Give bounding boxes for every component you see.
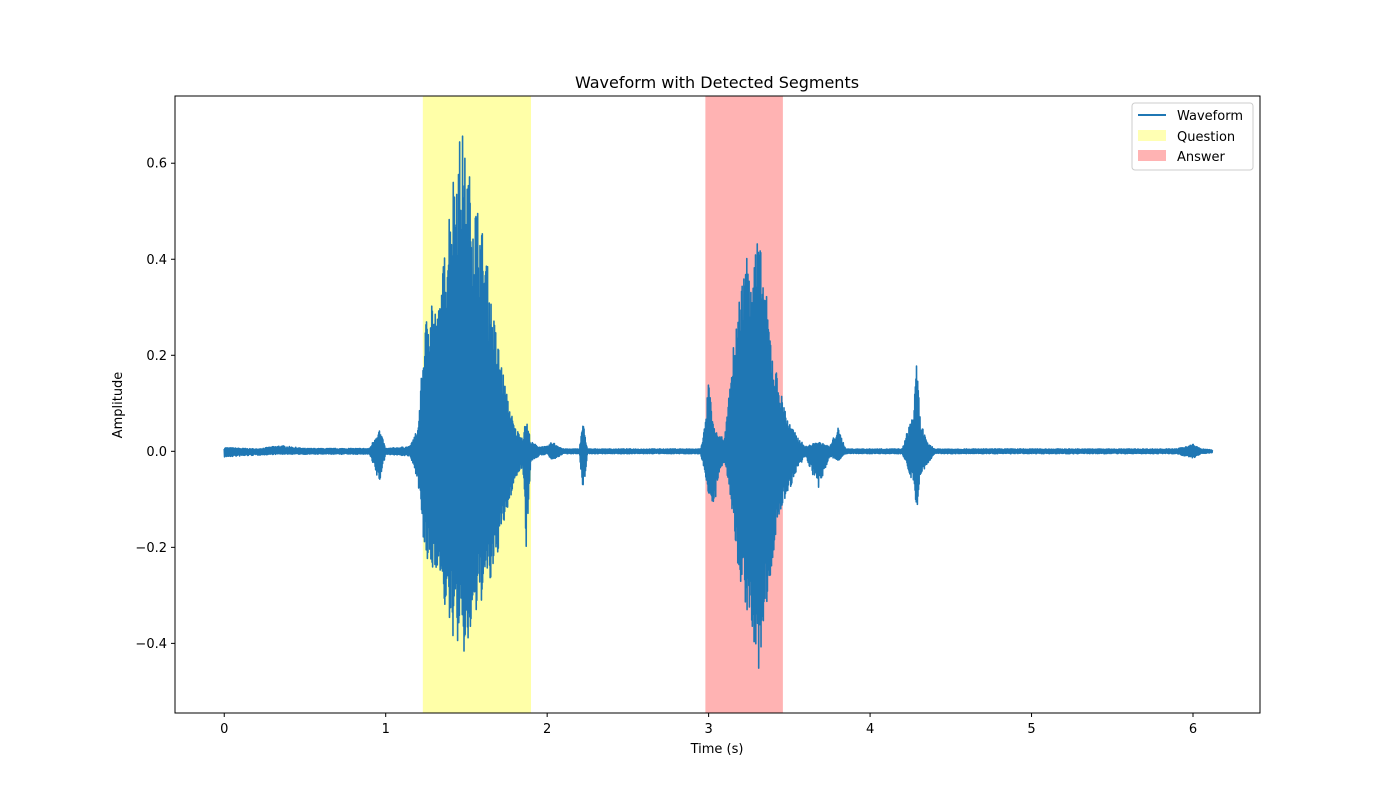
legend-question-label: Question: [1177, 130, 1235, 145]
plot-area: [174, 95, 1261, 714]
legend-answer-label: Answer: [1177, 150, 1226, 165]
y-tick-label: 0.0: [146, 445, 167, 460]
x-tick-label: 6: [1189, 722, 1197, 737]
y-tick-label: 0.6: [146, 157, 167, 172]
legend-waveform-label: Waveform: [1177, 109, 1243, 124]
x-axis-ticks: 0 1 2 3 4 5 6: [220, 713, 1197, 737]
x-axis-label: Time (s): [690, 742, 744, 757]
y-axis-ticks: −0.4 −0.2 0.0 0.2 0.4 0.6: [135, 157, 175, 652]
x-tick-label: 3: [704, 722, 712, 737]
chart-title: Waveform with Detected Segments: [575, 73, 859, 92]
waveform-line: [223, 135, 1214, 669]
x-tick-label: 4: [866, 722, 874, 737]
legend: Waveform Question Answer: [1131, 102, 1254, 171]
x-tick-label: 5: [1027, 722, 1035, 737]
x-tick-label: 0: [220, 722, 228, 737]
plot-frame: [174, 95, 1261, 714]
y-axis-label: Amplitude: [111, 372, 126, 439]
x-tick-label: 1: [382, 722, 390, 737]
y-tick-label: 0.2: [146, 349, 167, 364]
y-tick-label: −0.2: [135, 541, 167, 556]
legend-answer-swatch: [1138, 150, 1166, 161]
y-tick-label: −0.4: [135, 637, 167, 652]
x-tick-label: 2: [543, 722, 551, 737]
y-tick-label: 0.4: [146, 253, 167, 268]
legend-question-swatch: [1138, 130, 1166, 141]
